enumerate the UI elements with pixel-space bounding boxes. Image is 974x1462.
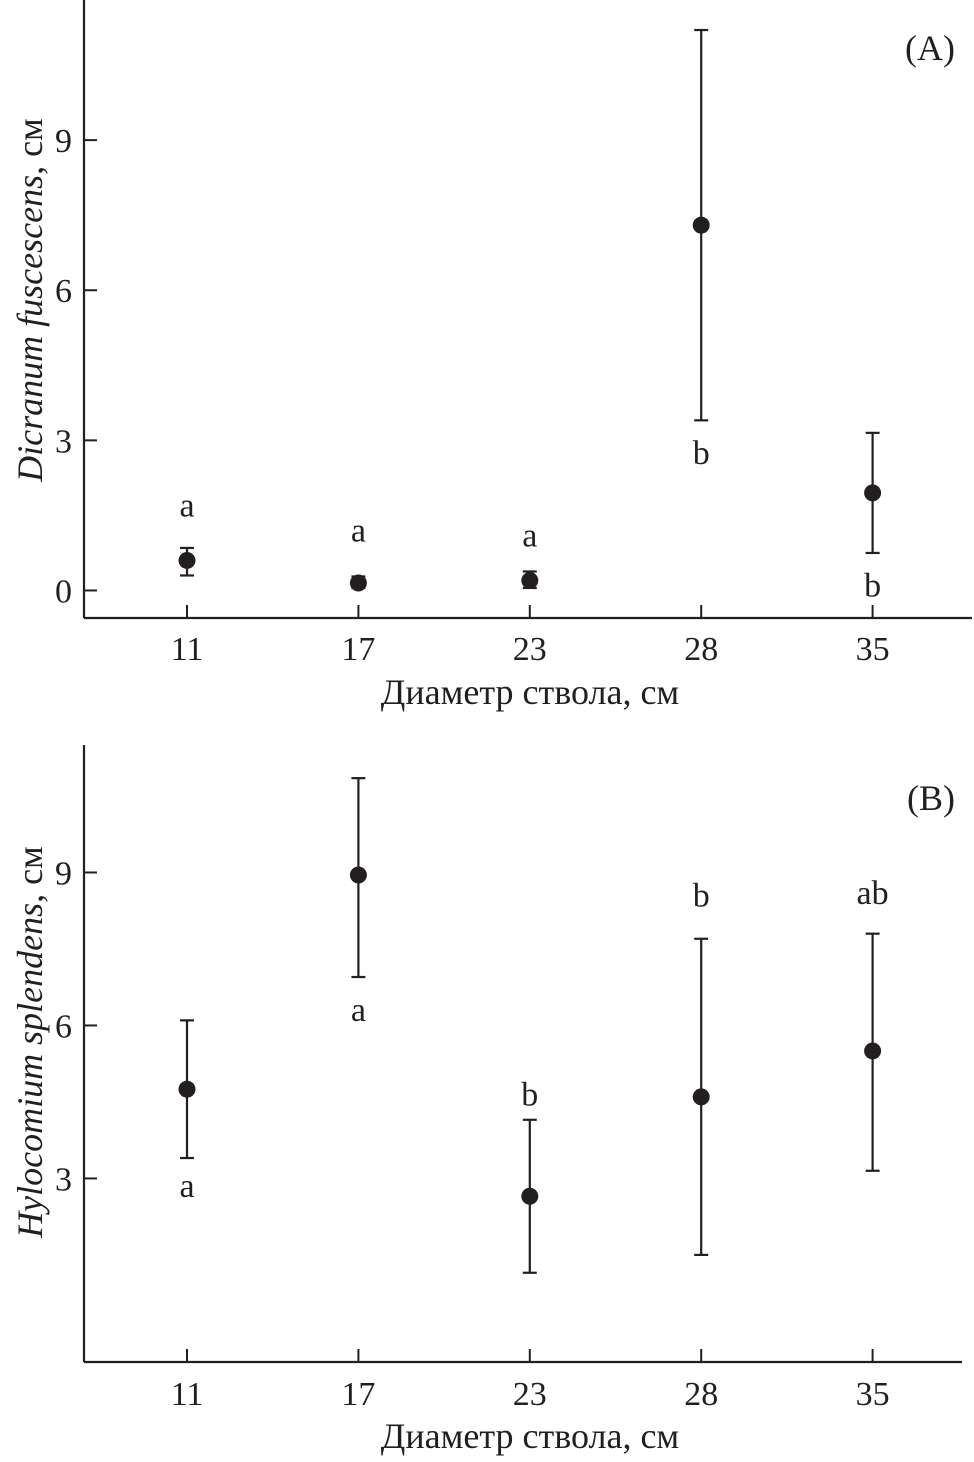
panel-b: (B) Диаметр ствола, см Hylocomium splend… — [10, 745, 962, 1456]
panel-a-data-point — [692, 216, 710, 234]
panel-b-data-point — [178, 1080, 196, 1098]
panel-b-data-point — [349, 866, 367, 884]
panel-b-data-point — [864, 1042, 882, 1060]
panel-b-significance-letter: a — [179, 1168, 194, 1205]
panel-a-data-point — [349, 574, 367, 592]
panel-a-significance-letter: a — [522, 517, 537, 554]
panel-b-significance-letter: b — [693, 877, 710, 914]
panel-a-x-tick-label: 17 — [341, 631, 375, 668]
panel-a-x-tick-label: 11 — [171, 631, 204, 668]
panel-b-x-tick-label: 17 — [341, 1376, 375, 1413]
panel-a-significance-letter: b — [864, 567, 881, 604]
panel-b-significance-letter: b — [521, 1076, 538, 1113]
panel-a-y-tick-label: 0 — [55, 573, 72, 610]
panel-a-y-tick-label: 9 — [55, 123, 72, 160]
panel-b-x-tick-label: 23 — [513, 1376, 547, 1413]
panel-b-y-axis-species: Hylocomium splendens — [10, 903, 50, 1239]
panel-a-y-axis-unit: , см — [10, 118, 50, 175]
panel-b-data-point — [692, 1088, 710, 1106]
panel-b-x-tick-label: 28 — [684, 1376, 718, 1413]
panel-b-x-tick-label: 35 — [856, 1376, 890, 1413]
panel-b-y-axis-title: Hylocomium splendens, см — [10, 846, 50, 1239]
panel-a: (A) Диаметр ствола, см Dicranum fuscesce… — [10, 0, 972, 712]
panel-a-data-point — [864, 484, 882, 502]
panel-a-significance-letter: a — [179, 487, 194, 524]
panel-a-significance-letter: b — [693, 435, 710, 472]
panel-a-y-tick-label: 3 — [55, 423, 72, 460]
panel-b-y-tick-label: 6 — [55, 1008, 72, 1045]
panel-b-significance-letter: ab — [857, 875, 889, 912]
panel-a-label: (A) — [905, 28, 955, 68]
panel-b-y-tick-label: 9 — [55, 855, 72, 892]
panel-b-y-tick-label: 3 — [55, 1161, 72, 1198]
panel-a-data-point — [521, 571, 539, 589]
panel-b-significance-letter: a — [351, 992, 366, 1029]
panel-a-y-axis-title: Dicranum fuscescens, см — [10, 118, 50, 483]
panel-a-x-tick-label: 28 — [684, 631, 718, 668]
panel-b-x-tick-label: 11 — [171, 1376, 204, 1413]
panel-b-data-point — [521, 1187, 539, 1205]
panel-a-x-tick-label: 35 — [856, 631, 890, 668]
panel-a-y-axis-species: Dicranum fuscescens — [10, 175, 50, 483]
panel-a-significance-letter: a — [351, 512, 366, 549]
panel-a-x-axis-title: Диаметр ствола, см — [381, 672, 679, 712]
panel-b-x-axis-title: Диаметр ствола, см — [381, 1416, 679, 1456]
panel-b-label: (B) — [907, 778, 955, 818]
panel-a-y-tick-label: 6 — [55, 273, 72, 310]
panel-b-y-axis-unit: , см — [10, 846, 50, 903]
panel-a-x-tick-label: 23 — [513, 631, 547, 668]
panel-a-data-point — [178, 551, 196, 569]
